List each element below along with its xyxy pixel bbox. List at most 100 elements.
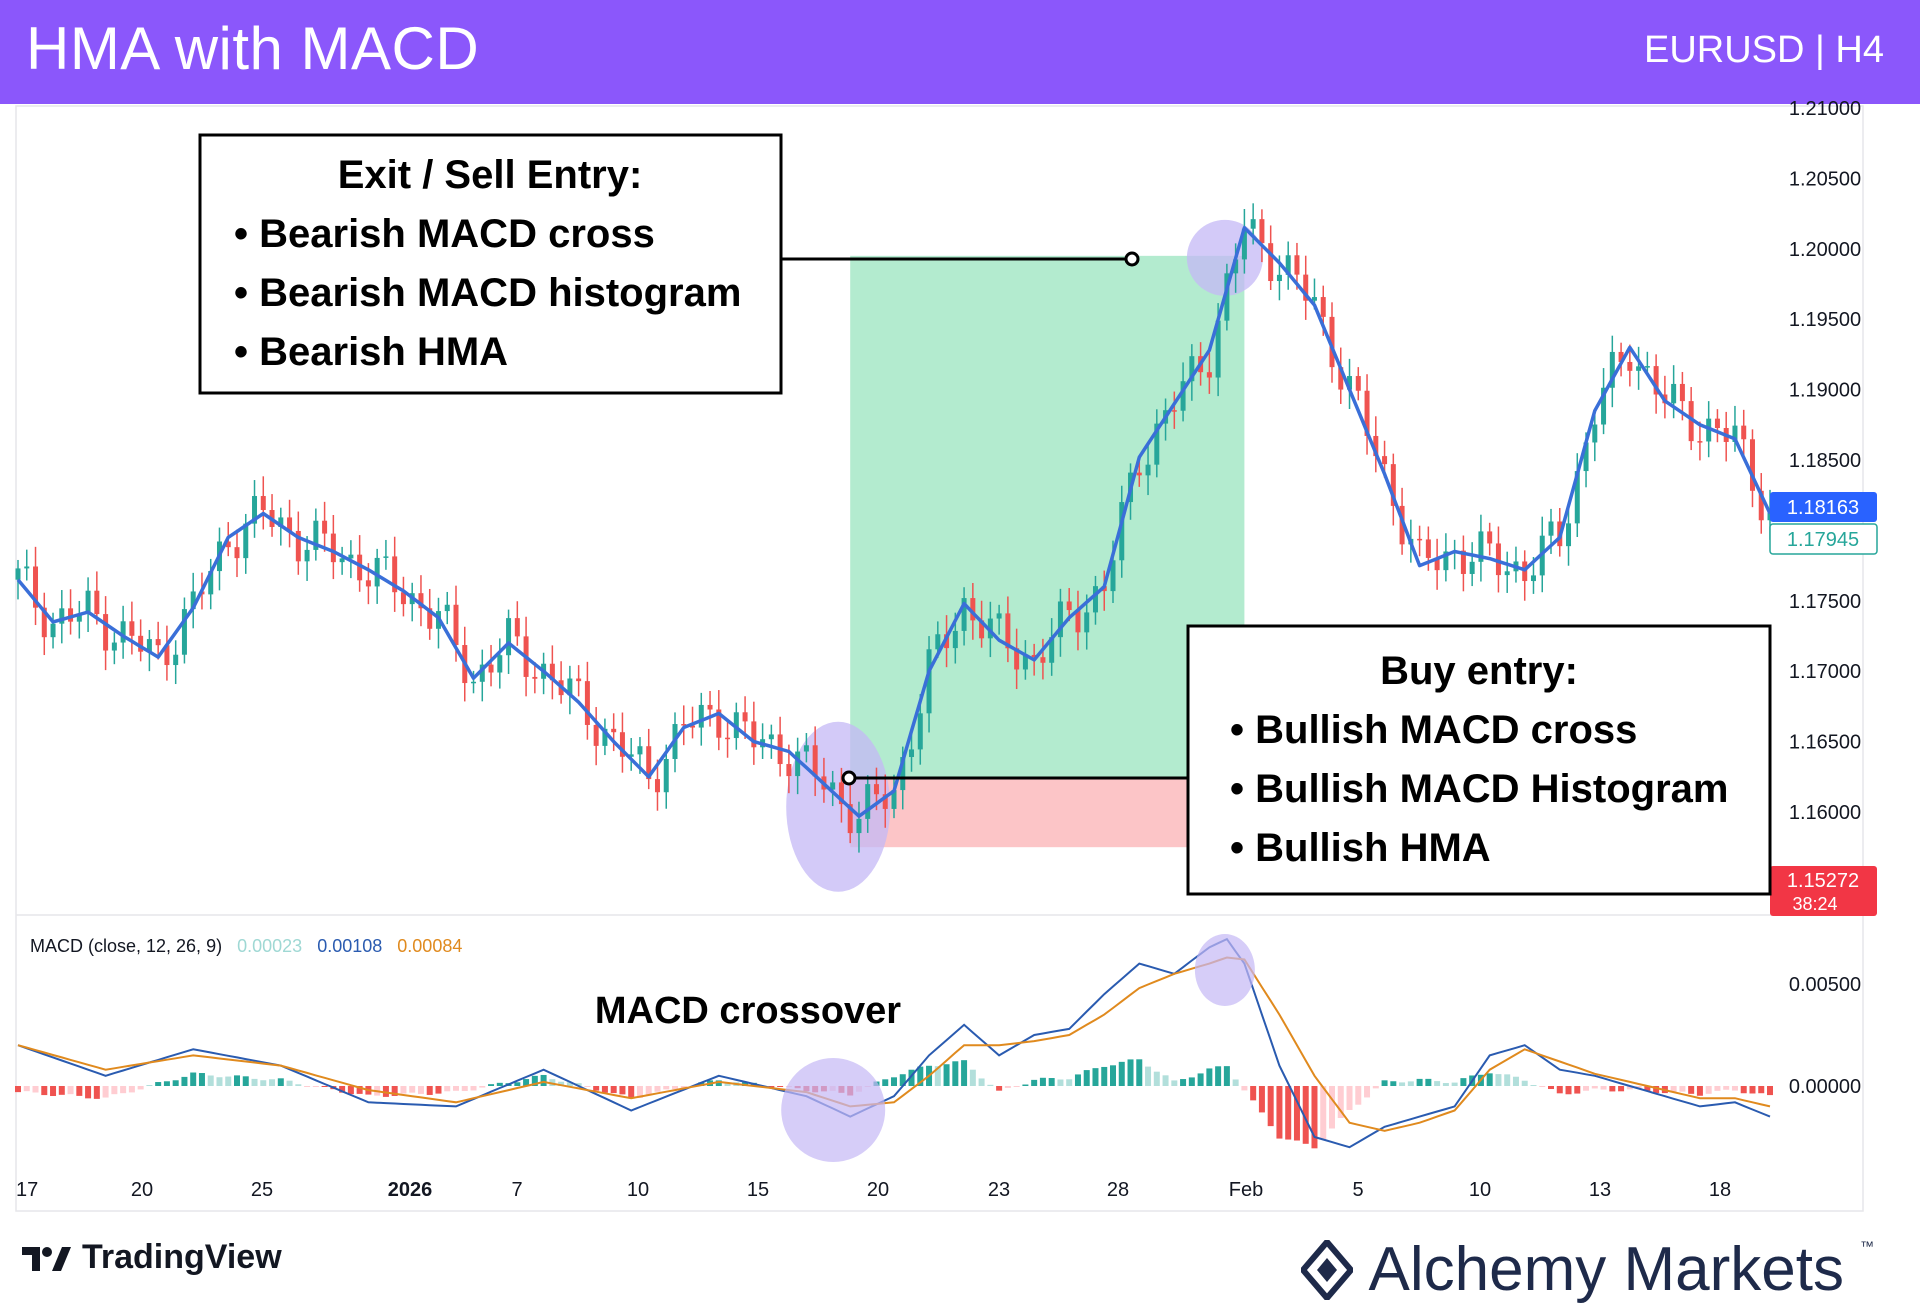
histogram-bar: [1346, 1086, 1353, 1110]
histogram-bar: [768, 1086, 775, 1088]
price-tick-label: 1.21000: [1789, 98, 1861, 120]
candle-body: [1644, 366, 1650, 368]
candle-body: [786, 764, 792, 777]
candle-body: [602, 728, 608, 746]
histogram-bar: [1258, 1086, 1265, 1113]
histogram-bar: [1740, 1086, 1747, 1094]
candle-body: [488, 664, 494, 673]
candle-body: [1057, 601, 1063, 638]
histogram-bar: [1723, 1086, 1730, 1090]
candle-body: [287, 517, 293, 531]
candle-body: [1574, 471, 1580, 524]
candle-body: [970, 598, 976, 621]
histogram-bar: [1512, 1076, 1519, 1086]
candle-body: [1671, 383, 1677, 404]
histogram-bar: [1311, 1086, 1318, 1149]
candle-body: [1618, 351, 1624, 362]
candle-body: [716, 709, 722, 738]
macd-axis: 0.00500 0.00000: [1789, 974, 1861, 1098]
histogram-bar: [1679, 1086, 1686, 1092]
histogram-bar: [50, 1086, 57, 1097]
candle-body: [234, 547, 240, 559]
histogram-bar: [882, 1079, 889, 1086]
histogram-bar: [1486, 1073, 1493, 1086]
histogram-bar: [1399, 1082, 1406, 1086]
candle-body: [1697, 441, 1703, 443]
candle-body: [68, 608, 74, 622]
histogram-bar: [1644, 1086, 1651, 1091]
candle-body: [1636, 366, 1642, 371]
tradingview-label: TradingView: [82, 1238, 282, 1276]
histogram-bar: [672, 1086, 678, 1090]
macd-line: [17, 937, 1771, 1149]
candle-body: [1355, 376, 1361, 391]
candle-body: [1268, 243, 1274, 282]
macd-legend-macd: 0.00108: [317, 936, 382, 956]
time-tick-label: 25: [251, 1179, 273, 1201]
candle-body: [1530, 575, 1536, 582]
low-badge-countdown: 38:24: [1792, 894, 1837, 914]
histogram-bar: [1066, 1079, 1073, 1086]
candle-body: [1285, 255, 1291, 275]
candle-body: [295, 530, 301, 562]
histogram-bar: [1626, 1086, 1633, 1090]
candle-body: [532, 676, 538, 679]
candle-body: [1049, 637, 1055, 663]
candle-body: [987, 618, 993, 639]
histogram-bar: [137, 1086, 144, 1090]
time-tick-label: 13: [1589, 1179, 1611, 1201]
candle-body: [628, 754, 634, 757]
alchemy-markets-label: Alchemy Markets: [1368, 1235, 1844, 1304]
candle-body: [1145, 464, 1151, 476]
histogram-bar: [15, 1086, 21, 1093]
histogram-bar: [1197, 1073, 1204, 1086]
price-tick-label: 1.18500: [1789, 450, 1861, 472]
histogram-bar: [1521, 1080, 1528, 1086]
price-tick-label: 1.20500: [1789, 168, 1861, 190]
histogram-bar: [1767, 1086, 1773, 1096]
histogram-bar: [1293, 1086, 1300, 1141]
histogram-bar: [417, 1086, 424, 1094]
macd-crossover-highlight: [781, 1058, 886, 1162]
candle-body: [1390, 464, 1396, 506]
histogram-bar: [523, 1079, 530, 1086]
candle-body: [348, 554, 354, 559]
price-tick-label: 1.16000: [1789, 802, 1861, 824]
histogram-bar: [277, 1078, 284, 1086]
histogram-bar: [1591, 1086, 1598, 1089]
histogram-bar: [1083, 1070, 1090, 1086]
candle-body: [584, 681, 590, 725]
candle-body: [1224, 273, 1230, 321]
histogram-bar: [488, 1084, 495, 1086]
histogram-bar: [1705, 1086, 1712, 1094]
candle-body: [146, 639, 152, 652]
histogram-bar: [1688, 1086, 1695, 1094]
candle-body: [1136, 472, 1142, 476]
price-axis: 1.21000 1.20500 1.20000 1.19500 1.19000 1.185…: [1789, 98, 1861, 824]
histogram-bar: [1434, 1081, 1441, 1086]
candle-body: [812, 745, 818, 777]
histogram-bar: [698, 1082, 705, 1086]
buy-bullet-2: • Bullish MACD Histogram: [1230, 767, 1728, 811]
candle-body: [1303, 274, 1309, 301]
candle-body: [1469, 561, 1475, 574]
candle-body: [453, 604, 459, 646]
histogram-bar: [514, 1082, 521, 1086]
histogram-bar: [1574, 1086, 1581, 1094]
candle-body: [1741, 425, 1747, 440]
candle-body: [1233, 259, 1239, 274]
tradingview-icon: [22, 1246, 71, 1271]
candle-body: [1653, 366, 1659, 395]
buy-box-frame: [1186, 624, 1772, 896]
candle-body: [1320, 297, 1326, 317]
candle-body: [1189, 356, 1195, 382]
candle-body: [129, 621, 135, 636]
histogram-bar: [1215, 1066, 1222, 1086]
candle-body: [260, 496, 266, 511]
histogram-bar: [1381, 1080, 1388, 1086]
histogram-bar: [558, 1081, 565, 1086]
candle-body: [1329, 316, 1335, 368]
histogram-bar: [76, 1086, 83, 1096]
candle-body: [322, 520, 328, 534]
candle-body: [1601, 387, 1607, 425]
